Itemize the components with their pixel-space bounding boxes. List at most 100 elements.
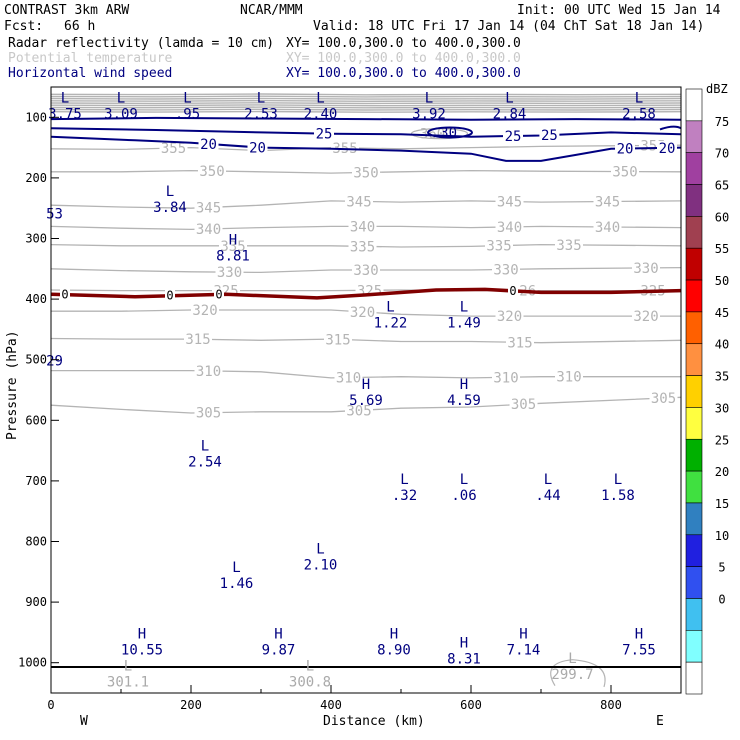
extremum-value: 9.87 xyxy=(262,643,296,659)
colorbar-swatch xyxy=(685,534,703,567)
theta-contour-label: 330 xyxy=(353,263,378,279)
field-xy-reflectivity: XY= 100.0,300.0 to 400.0,300.0 xyxy=(286,36,521,51)
colorbar-level: 30 xyxy=(715,401,729,415)
theta-contour-label: 305 xyxy=(511,397,536,413)
extremum-marker: L xyxy=(400,472,408,488)
theta-label-mask xyxy=(593,219,622,234)
extremum-marker: L xyxy=(232,560,240,576)
x-axis-east: E xyxy=(656,714,664,729)
colorbar-swatch xyxy=(685,630,703,663)
freezing-label: 0 xyxy=(215,287,222,301)
theta-label-mask xyxy=(495,309,524,324)
theta-label-mask xyxy=(649,391,678,406)
theta-label-mask xyxy=(159,141,188,156)
theta-label-mask xyxy=(352,263,380,278)
extremum-value: 1.46 xyxy=(220,576,254,592)
theta-contour-label: 345 xyxy=(497,195,522,211)
colorbar-level: 45 xyxy=(715,306,729,320)
theta-contour-label: 310 xyxy=(336,371,361,387)
theta-extremum-value: 301.1 xyxy=(107,675,149,691)
extremum-value: .95 xyxy=(175,106,200,122)
y-tick-label: 600 xyxy=(25,413,47,427)
colorbar-swatch xyxy=(685,216,703,249)
theta-label-mask xyxy=(219,238,247,253)
y-axis: 100 200 300 400 500 600 700 800 900 1000 xyxy=(18,110,59,670)
wind-closed-contour xyxy=(427,126,473,139)
colorbar-swatch xyxy=(685,247,703,281)
wind-contour-label: 20 xyxy=(200,137,217,153)
extremum-value: .32 xyxy=(392,488,417,504)
extremum-value: 3.09 xyxy=(104,106,138,122)
theta-contour-label: 335 xyxy=(556,238,581,254)
theta-label-mask xyxy=(352,165,380,180)
wind-contour-label: 20 xyxy=(617,142,634,158)
theta-label-mask xyxy=(555,237,583,252)
theta-contour-label: 315 xyxy=(325,332,350,348)
colorbar-swatch xyxy=(685,311,703,345)
y-tick-label: 100 xyxy=(25,110,47,124)
extremum-marker: L xyxy=(460,472,468,488)
extremum-value: 29 xyxy=(46,354,63,370)
theta-label-mask xyxy=(485,238,513,253)
theta-label-mask xyxy=(215,265,244,280)
y-tick-label: 200 xyxy=(25,171,47,185)
org-label: NCAR/MMM xyxy=(240,3,303,18)
theta-label-mask xyxy=(506,335,534,350)
x-tick-label: 800 xyxy=(600,698,622,712)
colorbar-swatch xyxy=(685,566,703,599)
extremum-marker: L xyxy=(166,184,174,200)
upper-theta-band xyxy=(50,93,682,113)
theta-contour-label: 340 xyxy=(595,220,620,236)
wind-label-mask xyxy=(503,128,523,143)
fcst-label: Fcst: xyxy=(4,19,43,34)
extremum-marker: L xyxy=(425,90,433,106)
extremum-value: 2.58 xyxy=(622,106,656,122)
theta-contour-label: 350 xyxy=(612,165,637,181)
freezing-label-mask xyxy=(508,284,518,297)
extremum-value: .44 xyxy=(535,488,560,504)
extremum-value: 2.40 xyxy=(304,106,338,122)
theta-label-mask xyxy=(334,370,363,385)
theta-contour-label: 330 xyxy=(217,265,242,281)
extremum-value: 7.14 xyxy=(507,643,541,659)
theta-contour-label: 330 xyxy=(633,261,658,277)
theta-contour-label: 345 xyxy=(196,200,221,216)
wind-contour-label: 25 xyxy=(541,128,558,144)
extrema-labels: L3.75L3.09L.95L2.53L2.40L3.92L2.84L2.585… xyxy=(46,90,656,690)
colorbar-level: 55 xyxy=(715,242,729,256)
colorbar-swatch xyxy=(685,407,703,440)
extremum-marker: L xyxy=(201,439,209,455)
theta-label-mask xyxy=(198,163,226,178)
theta-label-mask xyxy=(555,369,583,384)
theta-bump-contour xyxy=(550,659,606,688)
theta-band-line xyxy=(50,106,682,109)
theta-contour-label: 335 xyxy=(350,239,375,255)
theta-contour-label: 340 xyxy=(497,220,522,236)
colorbar-swatch xyxy=(685,598,703,631)
theta-contour-label: 350 xyxy=(353,165,378,181)
field-name-theta: Potential temperature xyxy=(8,51,173,66)
plot-background xyxy=(51,87,681,693)
theta-contour-label: 315 xyxy=(507,335,532,351)
extremum-value: 1.22 xyxy=(374,315,408,331)
init-time: Init: 00 UTC Wed 15 Jan 14 xyxy=(517,3,721,18)
extremum-value: 2.54 xyxy=(188,455,222,471)
x-tick-label: 200 xyxy=(180,698,202,712)
colorbar-level: 10 xyxy=(715,529,729,543)
theta-label-mask xyxy=(194,221,223,236)
colorbar-unit: dBZ xyxy=(706,82,728,96)
y-tick-label: 300 xyxy=(25,232,47,246)
extremum-value: 7.55 xyxy=(622,643,656,659)
freezing-line: 0 0 0 0 xyxy=(50,284,682,303)
theta-extremum-marker: L xyxy=(124,659,132,675)
theta-contour-label: 355 xyxy=(161,141,186,157)
colorbar-swatch xyxy=(685,470,703,504)
theta-band-line xyxy=(50,99,682,103)
field-xy-theta: XY= 100.0,300.0 to 400.0,300.0 xyxy=(286,51,521,66)
theta-contour-label: 320 xyxy=(350,305,375,321)
theta-contour-label: 310 xyxy=(493,370,518,386)
